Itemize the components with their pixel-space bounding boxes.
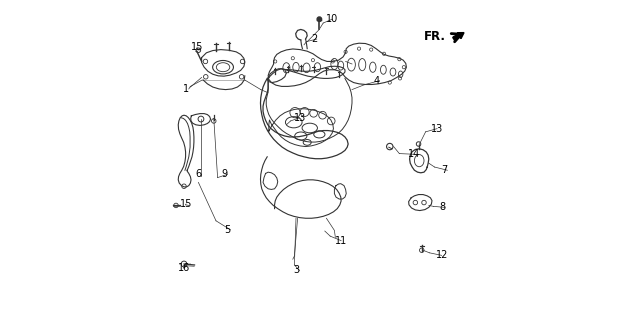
Text: 13: 13 [294,113,306,123]
Text: 2: 2 [311,34,317,44]
Text: 13: 13 [431,124,444,134]
Text: 15: 15 [180,199,193,209]
Text: 10: 10 [326,14,339,24]
Text: 8: 8 [439,202,445,212]
FancyArrow shape [453,33,464,40]
Text: 5: 5 [225,225,231,235]
Text: 3: 3 [294,265,300,276]
Text: 1: 1 [183,84,189,94]
Circle shape [317,17,322,21]
Text: 12: 12 [436,250,448,260]
Text: 14: 14 [408,149,420,159]
Text: 15: 15 [191,42,204,52]
Text: 16: 16 [178,263,190,273]
Text: 11: 11 [335,236,348,246]
Text: FR.: FR. [424,30,445,43]
Text: 4: 4 [374,76,380,86]
Text: 9: 9 [221,169,228,180]
Text: 6: 6 [196,169,202,180]
Text: 7: 7 [442,165,448,175]
